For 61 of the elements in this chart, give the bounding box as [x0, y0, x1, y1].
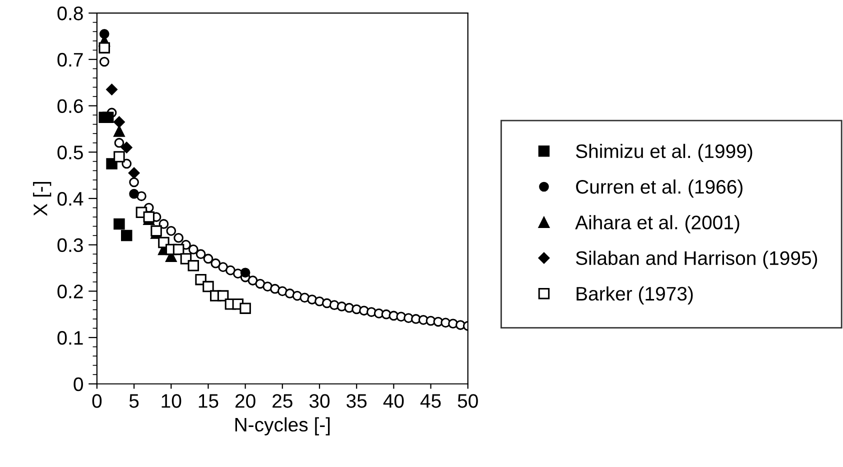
- x-tick-label: 30: [309, 394, 330, 408]
- y-tick-label: 0.3: [57, 238, 83, 252]
- point: [122, 158, 132, 169]
- point: [114, 126, 125, 137]
- legend-label: Silaban and Harrison (1995): [576, 250, 818, 269]
- point: [98, 42, 110, 54]
- y-tick-label: 0: [74, 377, 83, 392]
- point: [114, 138, 124, 148]
- point: [114, 218, 125, 230]
- point: [174, 232, 184, 243]
- point: [218, 262, 228, 272]
- x-axis-title: N-cycles [-]: [235, 417, 330, 436]
- point: [166, 226, 176, 236]
- y-axis-title: X [-]: [33, 182, 52, 216]
- y-tick-label: 0.1: [57, 330, 83, 345]
- point: [203, 254, 214, 264]
- y-tick-label: 0.4: [57, 192, 84, 206]
- legend-label: Curren et al. (1966): [576, 179, 742, 198]
- y-tick-label: 0.7: [57, 52, 83, 67]
- point: [196, 249, 206, 260]
- x-tick-label: 15: [198, 394, 218, 408]
- point: [226, 265, 236, 276]
- x-tick-label: 45: [420, 394, 441, 408]
- x-tick-label: 0: [92, 394, 102, 408]
- point: [188, 244, 198, 254]
- point: [202, 280, 214, 292]
- point: [284, 288, 295, 298]
- point: [114, 116, 125, 128]
- point: [248, 276, 258, 286]
- point: [129, 177, 139, 188]
- x-tick-label: 5: [129, 394, 139, 408]
- point: [136, 191, 146, 202]
- point: [217, 290, 229, 302]
- x-tick-label: 25: [272, 394, 292, 408]
- x-tick-label: 20: [235, 394, 256, 408]
- x-tick-label: 35: [346, 394, 367, 408]
- point: [255, 278, 266, 289]
- point: [240, 268, 250, 278]
- y-tick-label: 0.2: [57, 284, 83, 298]
- point: [114, 151, 125, 162]
- point: [158, 219, 169, 229]
- point: [240, 302, 251, 314]
- y-tick-label: 0.5: [57, 146, 83, 160]
- x-tick-label: 50: [458, 394, 478, 408]
- point: [120, 142, 132, 154]
- point: [129, 188, 139, 199]
- x-tick-label: 10: [162, 394, 182, 408]
- point: [188, 260, 200, 272]
- point: [120, 230, 132, 242]
- point: [210, 258, 221, 268]
- y-tick-label: 0.8: [57, 6, 83, 20]
- point: [106, 84, 118, 96]
- point: [99, 56, 110, 67]
- point: [102, 112, 114, 123]
- point: [128, 167, 140, 179]
- legend-label: Aihara et al. (2001): [575, 215, 740, 234]
- legend-label: Shimizu et al. (1999): [576, 144, 752, 162]
- x-tick-label: 40: [383, 394, 404, 408]
- y-tick-label: 0.6: [57, 99, 83, 114]
- legend-label: Barker (1973): [576, 286, 693, 304]
- point: [172, 244, 184, 256]
